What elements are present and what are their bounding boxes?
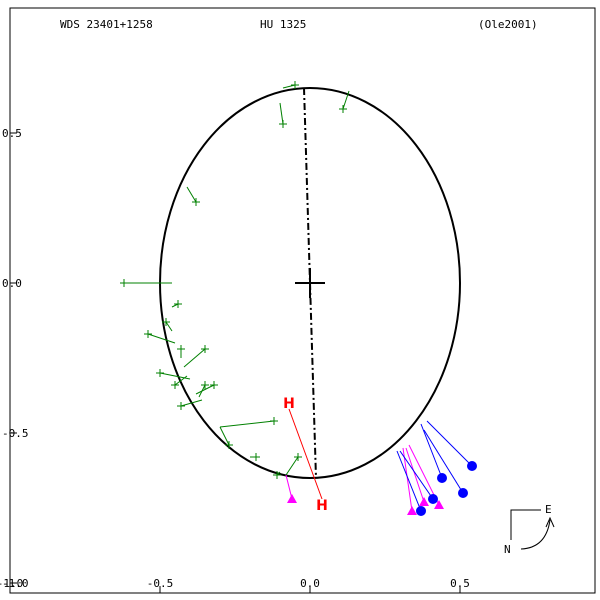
residual-line [402, 447, 413, 512]
observation-plus-marker [225, 441, 233, 449]
discoverer-label: HU 1325 [260, 18, 306, 31]
observation-plus-marker [270, 417, 278, 425]
residual-line [183, 348, 206, 368]
reference-label: (Ole2001) [478, 18, 538, 31]
observation-plus-marker [339, 105, 347, 113]
plot-frame [9, 7, 596, 594]
observation-triangle-marker [407, 506, 417, 515]
residual-lines [124, 84, 473, 512]
observation-plus-marker [210, 381, 218, 389]
periastron-mark-label: H [283, 396, 295, 412]
observation-dot-marker [458, 488, 468, 498]
observation-plus-marker [201, 345, 209, 353]
residual-line [420, 423, 443, 479]
residual-line [423, 429, 464, 494]
observation-dot-marker [467, 461, 477, 471]
observation-triangle-marker [434, 500, 444, 509]
residual-line [186, 186, 197, 203]
residual-line [159, 372, 191, 380]
observation-plus-marker [294, 453, 302, 461]
residual-line [219, 426, 230, 446]
compass-east-arm [510, 509, 541, 540]
residual-line [399, 450, 434, 500]
residual-line [426, 420, 473, 467]
observation-plus-marker [174, 300, 182, 308]
x-tick-label: 0.0 [300, 577, 320, 590]
residual-line [219, 420, 275, 428]
residual-line [147, 333, 176, 344]
observation-plus-marker [192, 198, 200, 206]
residual-line [405, 447, 425, 503]
observation-plus-marker [252, 453, 260, 461]
observation-triangle-marker [287, 494, 297, 503]
observation-plus-marker [177, 345, 185, 353]
observation-plus-marker [177, 402, 185, 410]
observation-dot-marker [437, 473, 447, 483]
periastron-mark-label: H [316, 498, 328, 514]
compass-east-label: E [545, 503, 552, 516]
observation-plus-marker [273, 471, 281, 479]
residual-line [198, 384, 206, 398]
x-tick-label: -0.5 [147, 577, 174, 590]
y-tick-label: -0.5 [2, 427, 29, 440]
observation-plus-marker [120, 279, 128, 287]
residual-line [195, 384, 215, 395]
periastron-connector [288, 408, 323, 500]
residual-line [165, 321, 173, 332]
y-tick-label: -1.0 [2, 577, 29, 590]
compass-north-label: N [504, 543, 511, 556]
observation-plus-marker [162, 318, 170, 326]
observation-triangle-marker [419, 497, 429, 506]
wds-id-label: WDS 23401+1258 [60, 18, 153, 31]
compass: E N [504, 503, 555, 556]
observation-plus-marker [171, 381, 179, 389]
observation-plus-marker [201, 381, 209, 389]
observation-plus-marker [291, 81, 299, 89]
observation-points [120, 81, 477, 516]
observation-dot-marker [428, 494, 438, 504]
compass-arrowhead-icon [545, 516, 555, 528]
periastron-marks: HH [283, 396, 328, 514]
observation-plus-marker [279, 120, 287, 128]
residual-line [342, 90, 350, 110]
axis-ticks: -1.0-0.50.00.50.50.0-0.5-1.0 [0, 127, 470, 593]
orbit-layer [159, 87, 461, 479]
residual-line [396, 450, 422, 512]
residual-line [180, 399, 203, 407]
observation-plus-marker [144, 330, 152, 338]
y-tick-label: 0.0 [2, 277, 22, 290]
y-tick-label: 0.5 [2, 127, 22, 140]
observation-plus-marker [156, 369, 164, 377]
observation-dot-marker [416, 506, 426, 516]
residual-line [285, 474, 293, 500]
compass-rotation-arrow [520, 519, 551, 550]
residual-line [285, 456, 299, 476]
x-tick-label: 0.5 [450, 577, 470, 590]
